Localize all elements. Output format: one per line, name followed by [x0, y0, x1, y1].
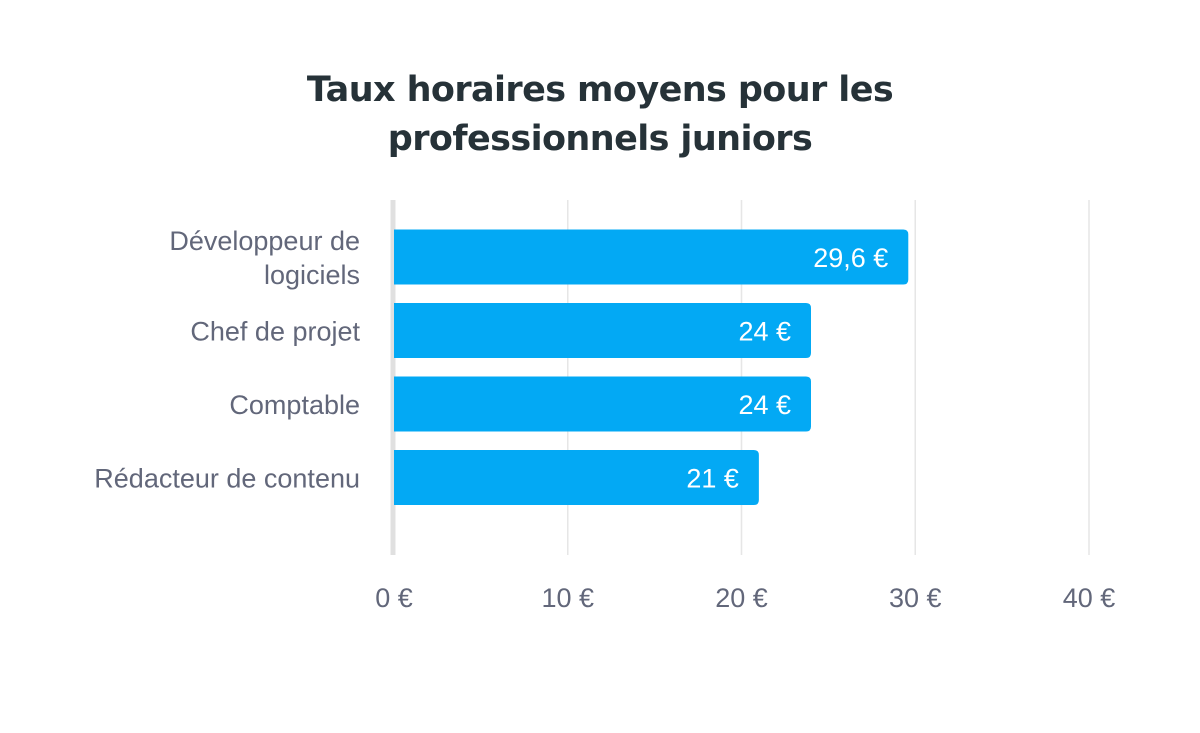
category-label-1: Chef de projet — [190, 317, 360, 347]
chart-title-line-2: professionnels juniors — [387, 119, 813, 159]
bar-value-label-3: 21 € — [686, 464, 739, 494]
x-tick-label-20: 20 € — [715, 583, 768, 613]
bar-value-label-1: 24 € — [738, 317, 791, 347]
category-label-3: Rédacteur de contenu — [94, 464, 360, 494]
bar-value-label-2: 24 € — [738, 390, 791, 420]
x-tick-label-0: 0 € — [375, 583, 413, 613]
chart-title: Taux horaires moyens pour les profession… — [0, 66, 1200, 164]
category-label-2: Comptable — [229, 390, 360, 420]
x-tick-label-30: 30 € — [889, 583, 942, 613]
category-label-0-line-2: logiciels — [264, 260, 360, 290]
chart-title-line-1: Taux horaires moyens pour les — [306, 70, 894, 110]
bar-3 — [394, 450, 759, 505]
bar-1 — [394, 303, 811, 358]
bar-2 — [394, 376, 811, 432]
x-tick-label-40: 40 € — [1063, 583, 1116, 613]
bar-0 — [394, 229, 909, 285]
bar-value-label-0: 29,6 € — [813, 243, 888, 273]
x-tick-label-10: 10 € — [541, 583, 594, 613]
category-label-0-line-1: Développeur de — [169, 226, 360, 256]
